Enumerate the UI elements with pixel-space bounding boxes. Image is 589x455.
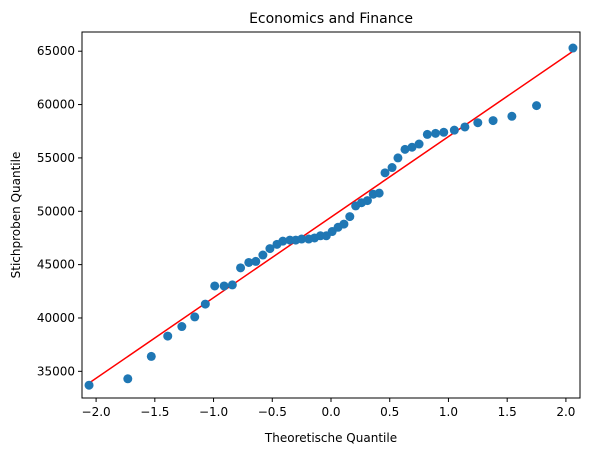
- data-point: [507, 111, 517, 121]
- x-tick-label: 1.0: [439, 405, 458, 419]
- data-point: [532, 101, 542, 111]
- y-tick-label: 65000: [37, 44, 75, 58]
- data-point: [200, 299, 210, 309]
- data-point: [210, 281, 220, 291]
- data-point: [422, 129, 432, 139]
- data-point: [227, 280, 237, 290]
- data-point: [219, 281, 229, 291]
- y-tick-label: 40000: [37, 311, 75, 325]
- x-axis-label: Theoretische Quantile: [264, 431, 397, 445]
- y-tick-label: 50000: [37, 204, 75, 218]
- data-point: [258, 250, 268, 260]
- y-axis: 35000 40000 45000 50000 55000 60000 65000: [37, 44, 82, 378]
- x-tick-label: −2.0: [82, 405, 111, 419]
- data-point: [84, 380, 94, 390]
- data-point: [265, 244, 275, 254]
- chart-title: Economics and Finance: [249, 11, 413, 27]
- data-point: [431, 128, 441, 138]
- x-tick-label: −0.5: [258, 405, 287, 419]
- plot-area-frame: [81, 31, 581, 399]
- data-point: [190, 312, 200, 322]
- x-tick-label: 0.0: [321, 405, 340, 419]
- data-point: [345, 212, 355, 222]
- data-point: [460, 122, 470, 132]
- data-point: [278, 236, 288, 246]
- data-point: [177, 322, 187, 332]
- y-tick-label: 45000: [37, 258, 75, 272]
- data-point: [387, 163, 397, 173]
- y-tick-label: 35000: [37, 364, 75, 378]
- data-point: [297, 234, 307, 244]
- data-point: [568, 43, 578, 53]
- x-tick-label: −1.0: [199, 405, 228, 419]
- data-point: [339, 219, 349, 229]
- data-point: [251, 256, 261, 266]
- data-point: [414, 139, 424, 149]
- data-point: [244, 257, 254, 267]
- data-point: [439, 127, 449, 137]
- data-point: [473, 118, 483, 128]
- reference-line: [88, 50, 574, 384]
- data-point: [380, 168, 390, 178]
- x-tick-label: 1.5: [498, 405, 517, 419]
- data-point: [123, 374, 133, 384]
- data-point: [236, 263, 246, 273]
- data-point: [146, 351, 156, 361]
- points-layer: [84, 43, 578, 390]
- data-point: [163, 331, 173, 341]
- x-tick-label: −1.5: [140, 405, 169, 419]
- x-axis: −2.0 −1.5 −1.0 −0.5 0.0 0.5 1.0 1.5 2.0: [82, 398, 575, 419]
- x-tick-label: 0.5: [380, 405, 399, 419]
- data-point: [393, 153, 403, 163]
- data-point: [488, 116, 498, 126]
- y-axis-label: Stichproben Quantile: [9, 152, 23, 279]
- reference-line-layer: [88, 50, 574, 384]
- x-tick-label: 2.0: [556, 405, 575, 419]
- data-point: [400, 144, 410, 154]
- y-tick-label: 55000: [37, 151, 75, 165]
- y-tick-label: 60000: [37, 98, 75, 112]
- data-point: [407, 142, 417, 152]
- data-point: [449, 125, 459, 135]
- data-point: [374, 188, 384, 198]
- data-point: [362, 196, 372, 206]
